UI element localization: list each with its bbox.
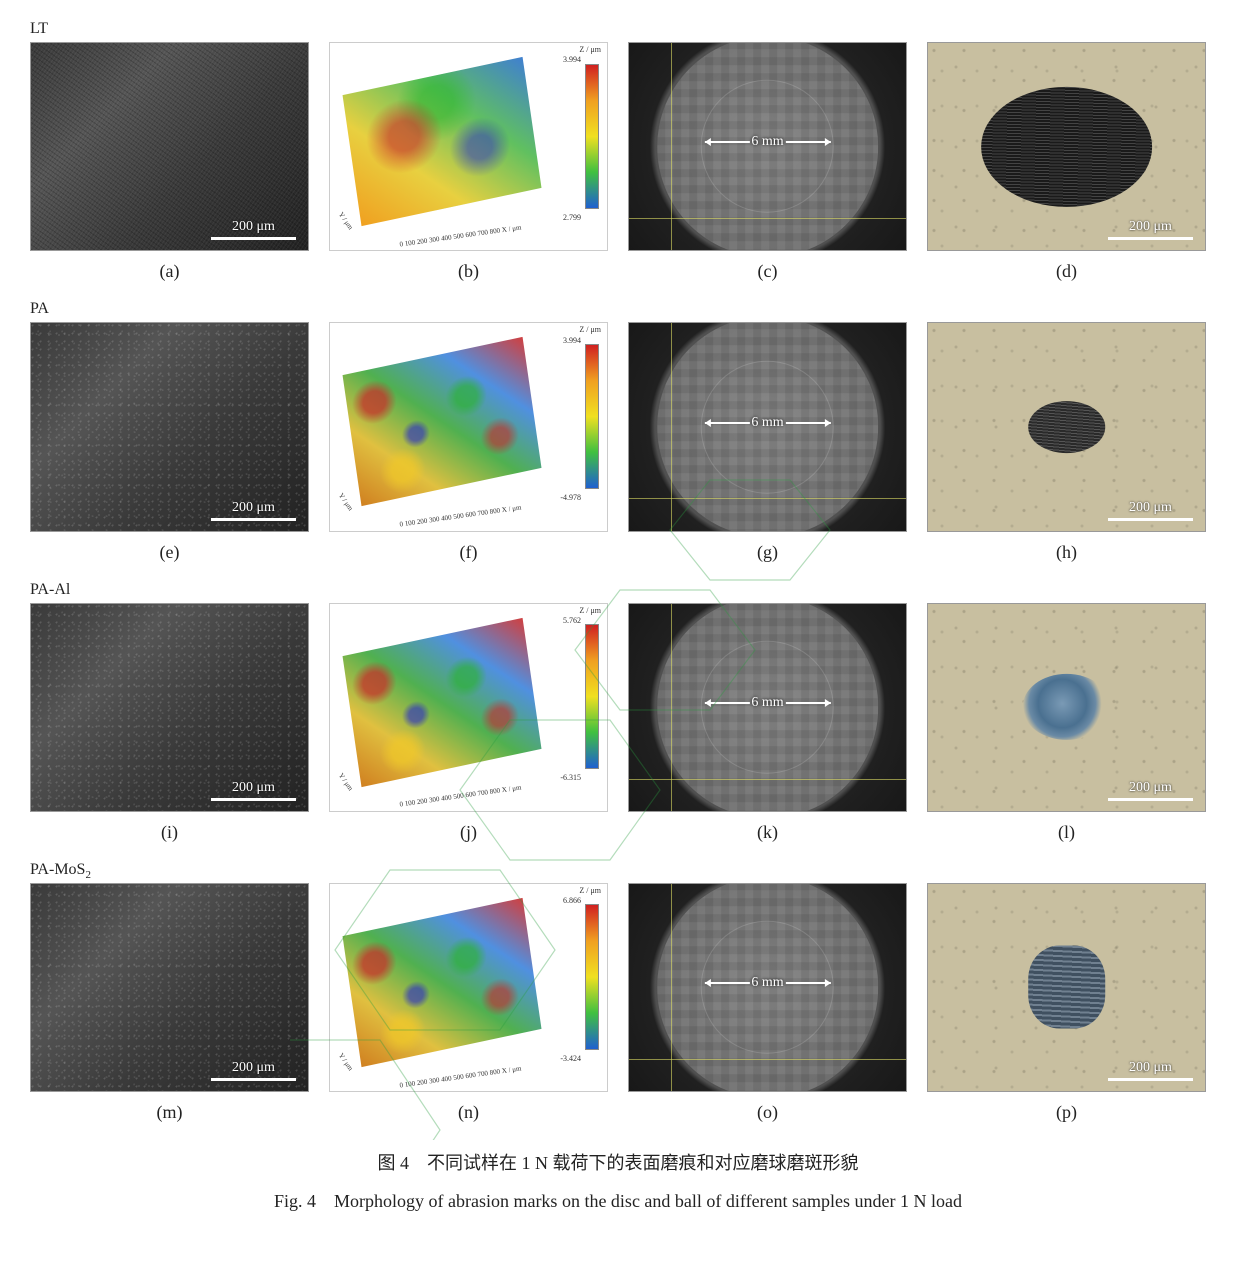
figure-grid: LT 200 μm (a) 0 100 200 300 400 500 600 700… [30,20,1206,1129]
profilometry-3d: 0 100 200 300 400 500 600 700 800 X / μm… [329,883,608,1092]
wear-micrograph: 200 μm [927,603,1206,812]
sub-label: (i) [161,822,178,843]
axis-y: Y / μm [336,211,354,232]
colorbar [585,904,599,1049]
wear-spot [1028,946,1106,1029]
scale-bar: 200 μm [211,1060,296,1081]
sub-label: (p) [1056,1102,1077,1123]
panel-wrapper: 6 mm (k) [628,581,907,849]
dimension-label: 6 mm [704,415,830,431]
colorbar [585,344,599,489]
disc-macro: 6 mm [628,603,907,812]
figure-4: LT 200 μm (a) 0 100 200 300 400 500 600 700… [30,20,1206,1129]
sub-label: (h) [1056,542,1077,563]
scale-bar: 200 μm [1108,1060,1193,1081]
colorbar-max: 3.994 [563,55,581,64]
colorbar-title: Z / μm [579,325,601,334]
scale-bar: 200 μm [1108,500,1193,521]
panel-wrapper: 6 mm (c) [628,20,907,288]
sub-label: (j) [460,822,477,843]
panel-wrapper: 0 100 200 300 400 500 600 700 800 X / μm… [329,581,608,849]
wear-spot [1022,674,1111,740]
row-label: PA-MoS2 [30,861,91,881]
profilometry-3d: 0 100 200 300 400 500 600 700 800 X / μm… [329,603,608,812]
disc-macro: 6 mm [628,322,907,531]
colorbar-min: -4.978 [560,493,581,502]
panel-wrapper: PA-Al 200 μm (i) [30,581,309,849]
axis-y: Y / μm [336,491,354,512]
sub-label: (b) [458,261,479,282]
colorbar-max: 5.762 [563,616,581,625]
dimension-label: 6 mm [704,134,830,150]
sem-micrograph: 200 μm [30,883,309,1092]
caption-chinese: 图 4 不同试样在 1 N 载荷下的表面磨痕和对应磨球磨斑形貌 [30,1149,1206,1175]
profilometry-3d: 0 100 200 300 400 500 600 700 800 X / μm… [329,42,608,251]
scale-bar: 200 μm [1108,780,1193,801]
row-label: PA [30,300,49,318]
panel-wrapper: 0 100 200 300 400 500 600 700 800 X / μm… [329,300,608,568]
panel-wrapper: 0 100 200 300 400 500 600 700 800 X / μm… [329,20,608,288]
colorbar-min: -3.424 [560,1054,581,1063]
sem-micrograph: 200 μm [30,603,309,812]
scale-bar: 200 μm [211,219,296,240]
figure-captions: 图 4 不同试样在 1 N 载荷下的表面磨痕和对应磨球磨斑形貌 Fig. 4 M… [30,1149,1206,1213]
scale-bar: 200 μm [211,780,296,801]
axis-y: Y / μm [336,1052,354,1073]
sub-label: (c) [758,261,778,282]
sub-label: (f) [460,542,478,563]
colorbar [585,624,599,769]
disc-macro: 6 mm [628,42,907,251]
colorbar-title: Z / μm [579,606,601,615]
sub-label: (e) [160,542,180,563]
sub-label: (k) [757,822,778,843]
colorbar-max: 3.994 [563,336,581,345]
sem-micrograph: 200 μm [30,322,309,531]
caption-english: Fig. 4 Morphology of abrasion marks on t… [30,1187,1206,1213]
dimension-label: 6 mm [704,695,830,711]
axis-x: 0 100 200 300 400 500 600 700 800 X / μm [399,223,522,248]
colorbar-min: 2.799 [563,213,581,222]
profilometry-3d: 0 100 200 300 400 500 600 700 800 X / μm… [329,322,608,531]
row-label: LT [30,20,48,38]
colorbar [585,64,599,209]
panel-wrapper: PA 200 μm (e) [30,300,309,568]
panel-wrapper: 6 mm (o) [628,861,907,1129]
sub-label: (l) [1058,822,1075,843]
sub-label: (n) [458,1102,479,1123]
wear-spot [1028,401,1106,453]
wear-micrograph: 200 μm [927,883,1206,1092]
panel-wrapper: 6 mm (g) [628,300,907,568]
dimension-label: 6 mm [704,975,830,991]
colorbar-min: -6.315 [560,773,581,782]
sub-label: (o) [757,1102,778,1123]
axis-x: 0 100 200 300 400 500 600 700 800 X / μm [399,504,522,529]
sub-label: (d) [1056,261,1077,282]
colorbar-max: 6.866 [563,896,581,905]
panel-wrapper: 200 μm (l) [927,581,1206,849]
panel-wrapper: 200 μm (d) [927,20,1206,288]
colorbar-title: Z / μm [579,45,601,54]
colorbar-title: Z / μm [579,886,601,895]
sub-label: (g) [757,542,778,563]
axis-y: Y / μm [336,772,354,793]
axis-x: 0 100 200 300 400 500 600 700 800 X / μm [399,784,522,809]
scale-bar: 200 μm [211,500,296,521]
panel-wrapper: 0 100 200 300 400 500 600 700 800 X / μm… [329,861,608,1129]
scale-bar: 200 μm [1108,219,1193,240]
sub-label: (m) [157,1102,183,1123]
wear-micrograph: 200 μm [927,42,1206,251]
wear-micrograph: 200 μm [927,322,1206,531]
panel-wrapper: LT 200 μm (a) [30,20,309,288]
wear-spot [981,87,1153,207]
disc-macro: 6 mm [628,883,907,1092]
sub-label: (a) [160,261,180,282]
panel-wrapper: 200 μm (p) [927,861,1206,1129]
panel-wrapper: PA-MoS2 200 μm (m) [30,861,309,1129]
sem-micrograph: 200 μm [30,42,309,251]
axis-x: 0 100 200 300 400 500 600 700 800 X / μm [399,1064,522,1089]
panel-wrapper: 200 μm (h) [927,300,1206,568]
row-label: PA-Al [30,581,70,599]
